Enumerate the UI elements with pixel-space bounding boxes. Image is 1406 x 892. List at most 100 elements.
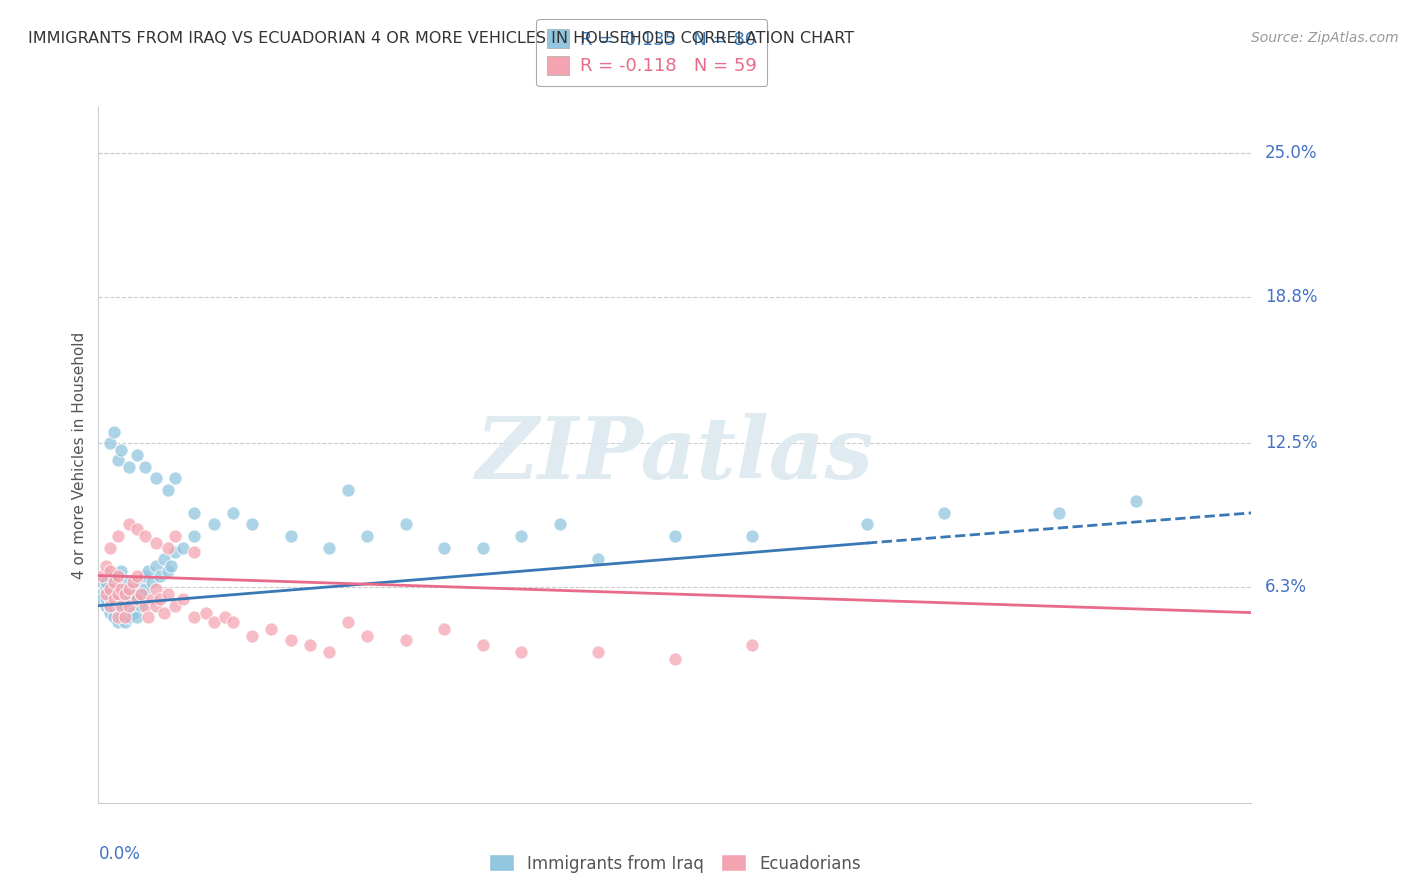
Point [94, 591, 117, 606]
Point [356, 529, 378, 543]
Point [125, 591, 148, 606]
Point [165, 599, 187, 613]
Text: 12.5%: 12.5% [1265, 434, 1317, 452]
Point [337, 615, 360, 629]
Point [741, 529, 763, 543]
Point [156, 587, 179, 601]
Point [110, 587, 132, 601]
Point [152, 552, 174, 566]
Point [664, 652, 686, 666]
Point [932, 506, 955, 520]
Point [149, 591, 172, 606]
Point [118, 591, 141, 606]
Point [260, 622, 283, 636]
Point [156, 541, 179, 555]
Point [318, 645, 340, 659]
Point [183, 610, 205, 624]
Point [118, 599, 141, 613]
Point [122, 606, 145, 620]
Point [129, 599, 152, 613]
Legend: Immigrants from Iraq, Ecuadorians: Immigrants from Iraq, Ecuadorians [482, 847, 868, 880]
Point [141, 575, 163, 590]
Point [94, 559, 117, 574]
Point [98, 591, 121, 606]
Point [1047, 506, 1070, 520]
Point [134, 582, 156, 597]
Point [98, 568, 121, 582]
Point [156, 564, 179, 578]
Point [94, 582, 117, 597]
Point [94, 575, 117, 590]
Point [165, 529, 187, 543]
Point [125, 568, 148, 582]
Point [433, 622, 456, 636]
Point [110, 599, 132, 613]
Point [395, 517, 418, 532]
Point [141, 591, 163, 606]
Point [471, 638, 494, 652]
Point [214, 610, 236, 624]
Point [110, 582, 132, 597]
Point [145, 582, 167, 597]
Point [107, 575, 129, 590]
Text: ZIPatlas: ZIPatlas [475, 413, 875, 497]
Point [114, 587, 136, 601]
Y-axis label: 4 or more Vehicles in Household: 4 or more Vehicles in Household [72, 331, 87, 579]
Point [114, 610, 136, 624]
Point [107, 452, 129, 467]
Point [134, 459, 156, 474]
Point [110, 599, 132, 613]
Point [172, 591, 194, 606]
Point [91, 568, 114, 582]
Text: 18.8%: 18.8% [1265, 288, 1317, 306]
Point [165, 545, 187, 559]
Point [107, 587, 129, 601]
Point [183, 506, 205, 520]
Point [98, 606, 121, 620]
Point [98, 582, 121, 597]
Point [240, 629, 263, 643]
Point [98, 564, 121, 578]
Point [395, 633, 418, 648]
Point [107, 591, 129, 606]
Text: IMMIGRANTS FROM IRAQ VS ECUADORIAN 4 OR MORE VEHICLES IN HOUSEHOLD CORRELATION C: IMMIGRANTS FROM IRAQ VS ECUADORIAN 4 OR … [28, 31, 855, 46]
Text: 0.0%: 0.0% [98, 845, 141, 863]
Point [586, 552, 609, 566]
Point [165, 471, 187, 485]
Point [145, 559, 167, 574]
Point [149, 568, 172, 582]
Point [122, 587, 145, 601]
Point [107, 529, 129, 543]
Point [125, 448, 148, 462]
Point [138, 610, 160, 624]
Point [91, 575, 114, 590]
Point [337, 483, 360, 497]
Point [129, 587, 152, 601]
Point [94, 599, 117, 613]
Point [107, 615, 129, 629]
Point [107, 568, 129, 582]
Point [548, 517, 571, 532]
Point [240, 517, 263, 532]
Text: Source: ZipAtlas.com: Source: ZipAtlas.com [1251, 31, 1399, 45]
Point [110, 443, 132, 458]
Point [202, 517, 225, 532]
Point [98, 587, 121, 601]
Point [125, 575, 148, 590]
Point [91, 587, 114, 601]
Point [156, 483, 179, 497]
Point [664, 529, 686, 543]
Point [107, 587, 129, 601]
Point [118, 575, 141, 590]
Point [202, 615, 225, 629]
Point [510, 529, 533, 543]
Point [222, 506, 245, 520]
Point [856, 517, 879, 532]
Point [138, 564, 160, 578]
Point [118, 459, 141, 474]
Text: 6.3%: 6.3% [1265, 578, 1308, 596]
Point [1125, 494, 1147, 508]
Text: 25.0%: 25.0% [1265, 145, 1317, 162]
Point [152, 606, 174, 620]
Point [110, 610, 132, 624]
